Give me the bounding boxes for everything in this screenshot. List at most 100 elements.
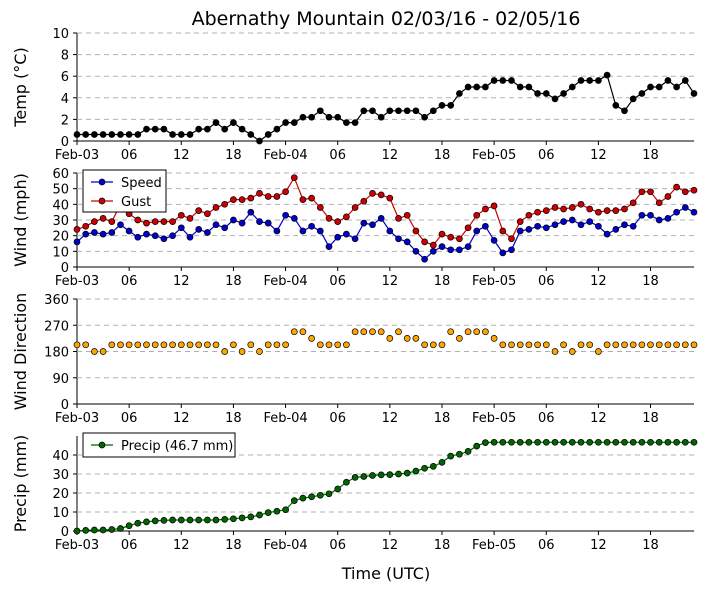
data-point [473, 328, 481, 336]
data-point [655, 216, 663, 224]
data-point [264, 193, 272, 200]
data-point [464, 328, 472, 336]
data-point [403, 469, 411, 477]
data-point [134, 341, 142, 349]
x-tick-label: Feb-04 [263, 411, 307, 426]
data-point [595, 348, 602, 355]
panel-1: 0 2 4 6 8 10 Feb-03 06 12 18 Feb-04 06 12 18 Feb-05 06 1… [11, 27, 698, 163]
data-point [629, 222, 637, 230]
data-point [690, 208, 698, 216]
data-point [325, 341, 333, 349]
x-axis-label: Time (UTC) [341, 564, 430, 583]
x-tick-label: Feb-03 [55, 148, 99, 163]
data-point [456, 235, 463, 243]
data-point [655, 199, 663, 207]
legend: Speed Gust [82, 169, 167, 213]
data-point [403, 238, 411, 246]
data-point [551, 204, 559, 211]
data-point [212, 341, 220, 349]
x-tick-label: 06 [121, 411, 138, 426]
data-point [525, 226, 533, 233]
data-point [82, 131, 90, 138]
data-point [360, 219, 368, 227]
data-point [325, 490, 333, 498]
x-tick-label: Feb-04 [263, 274, 307, 289]
data-point [134, 519, 142, 527]
data-point [534, 90, 541, 97]
data-point [629, 438, 637, 446]
data-point [195, 125, 203, 133]
data-point [325, 243, 333, 250]
data-point [91, 348, 98, 355]
data-point [360, 328, 368, 336]
x-tick-label: 12 [382, 274, 399, 289]
data-point [299, 227, 307, 235]
data-point [169, 341, 176, 349]
y-tick-label: 8 [61, 49, 69, 64]
data-point [681, 341, 689, 349]
data-point [447, 328, 455, 336]
data-point [143, 341, 150, 349]
data-point [177, 341, 185, 349]
data-point [334, 485, 342, 493]
x-tick-label: 12 [173, 274, 190, 289]
data-point [308, 222, 315, 230]
data-point [421, 464, 428, 472]
data-point [369, 472, 376, 479]
data-point [412, 247, 420, 255]
data-point [525, 83, 533, 91]
data-point [438, 243, 446, 250]
data-point [456, 450, 463, 458]
data-point [125, 227, 133, 235]
data-point [273, 227, 281, 235]
data-point [73, 226, 81, 233]
data-point [490, 77, 498, 84]
data-point [343, 119, 350, 126]
data-point [204, 516, 211, 524]
x-tick-label: Feb-05 [472, 274, 516, 289]
data-point [621, 205, 628, 213]
data-point [221, 516, 229, 523]
series-panel3 [73, 328, 698, 355]
x-tick-label: 12 [382, 148, 399, 163]
x-tick-label: 18 [642, 538, 659, 553]
x-tick-label: 06 [538, 538, 555, 553]
x-tick-label: 18 [642, 411, 659, 426]
data-point [551, 438, 559, 446]
data-point [673, 341, 680, 349]
data-point [125, 341, 133, 349]
y-tick-label: 0 [61, 398, 69, 413]
y-tick-label: 360 [44, 293, 69, 308]
data-point [473, 211, 481, 219]
data-point [160, 341, 168, 349]
data-point [282, 188, 289, 196]
data-point [186, 131, 194, 138]
data-point [177, 131, 185, 138]
data-point [421, 113, 428, 121]
x-tick-label: 18 [434, 411, 451, 426]
data-point [603, 438, 611, 446]
x-tick-label: 06 [329, 411, 346, 426]
data-point [621, 221, 628, 229]
data-point [595, 438, 602, 446]
data-point [586, 438, 594, 446]
data-point [482, 83, 489, 91]
data-point [603, 71, 611, 79]
data-point [525, 438, 533, 446]
legend-box [82, 169, 167, 213]
data-point [395, 107, 402, 115]
data-point [403, 211, 411, 219]
legend-marker [98, 441, 106, 449]
data-point [612, 226, 620, 233]
y-tick-label: 0 [61, 525, 69, 540]
data-point [629, 95, 637, 103]
data-point [343, 213, 350, 221]
data-point [673, 183, 680, 191]
data-point [499, 249, 507, 257]
x-tick-label: 12 [173, 411, 190, 426]
data-point [230, 119, 237, 126]
data-point [73, 527, 81, 535]
series-speed [73, 204, 698, 263]
data-point [369, 328, 376, 336]
data-point [560, 90, 567, 97]
